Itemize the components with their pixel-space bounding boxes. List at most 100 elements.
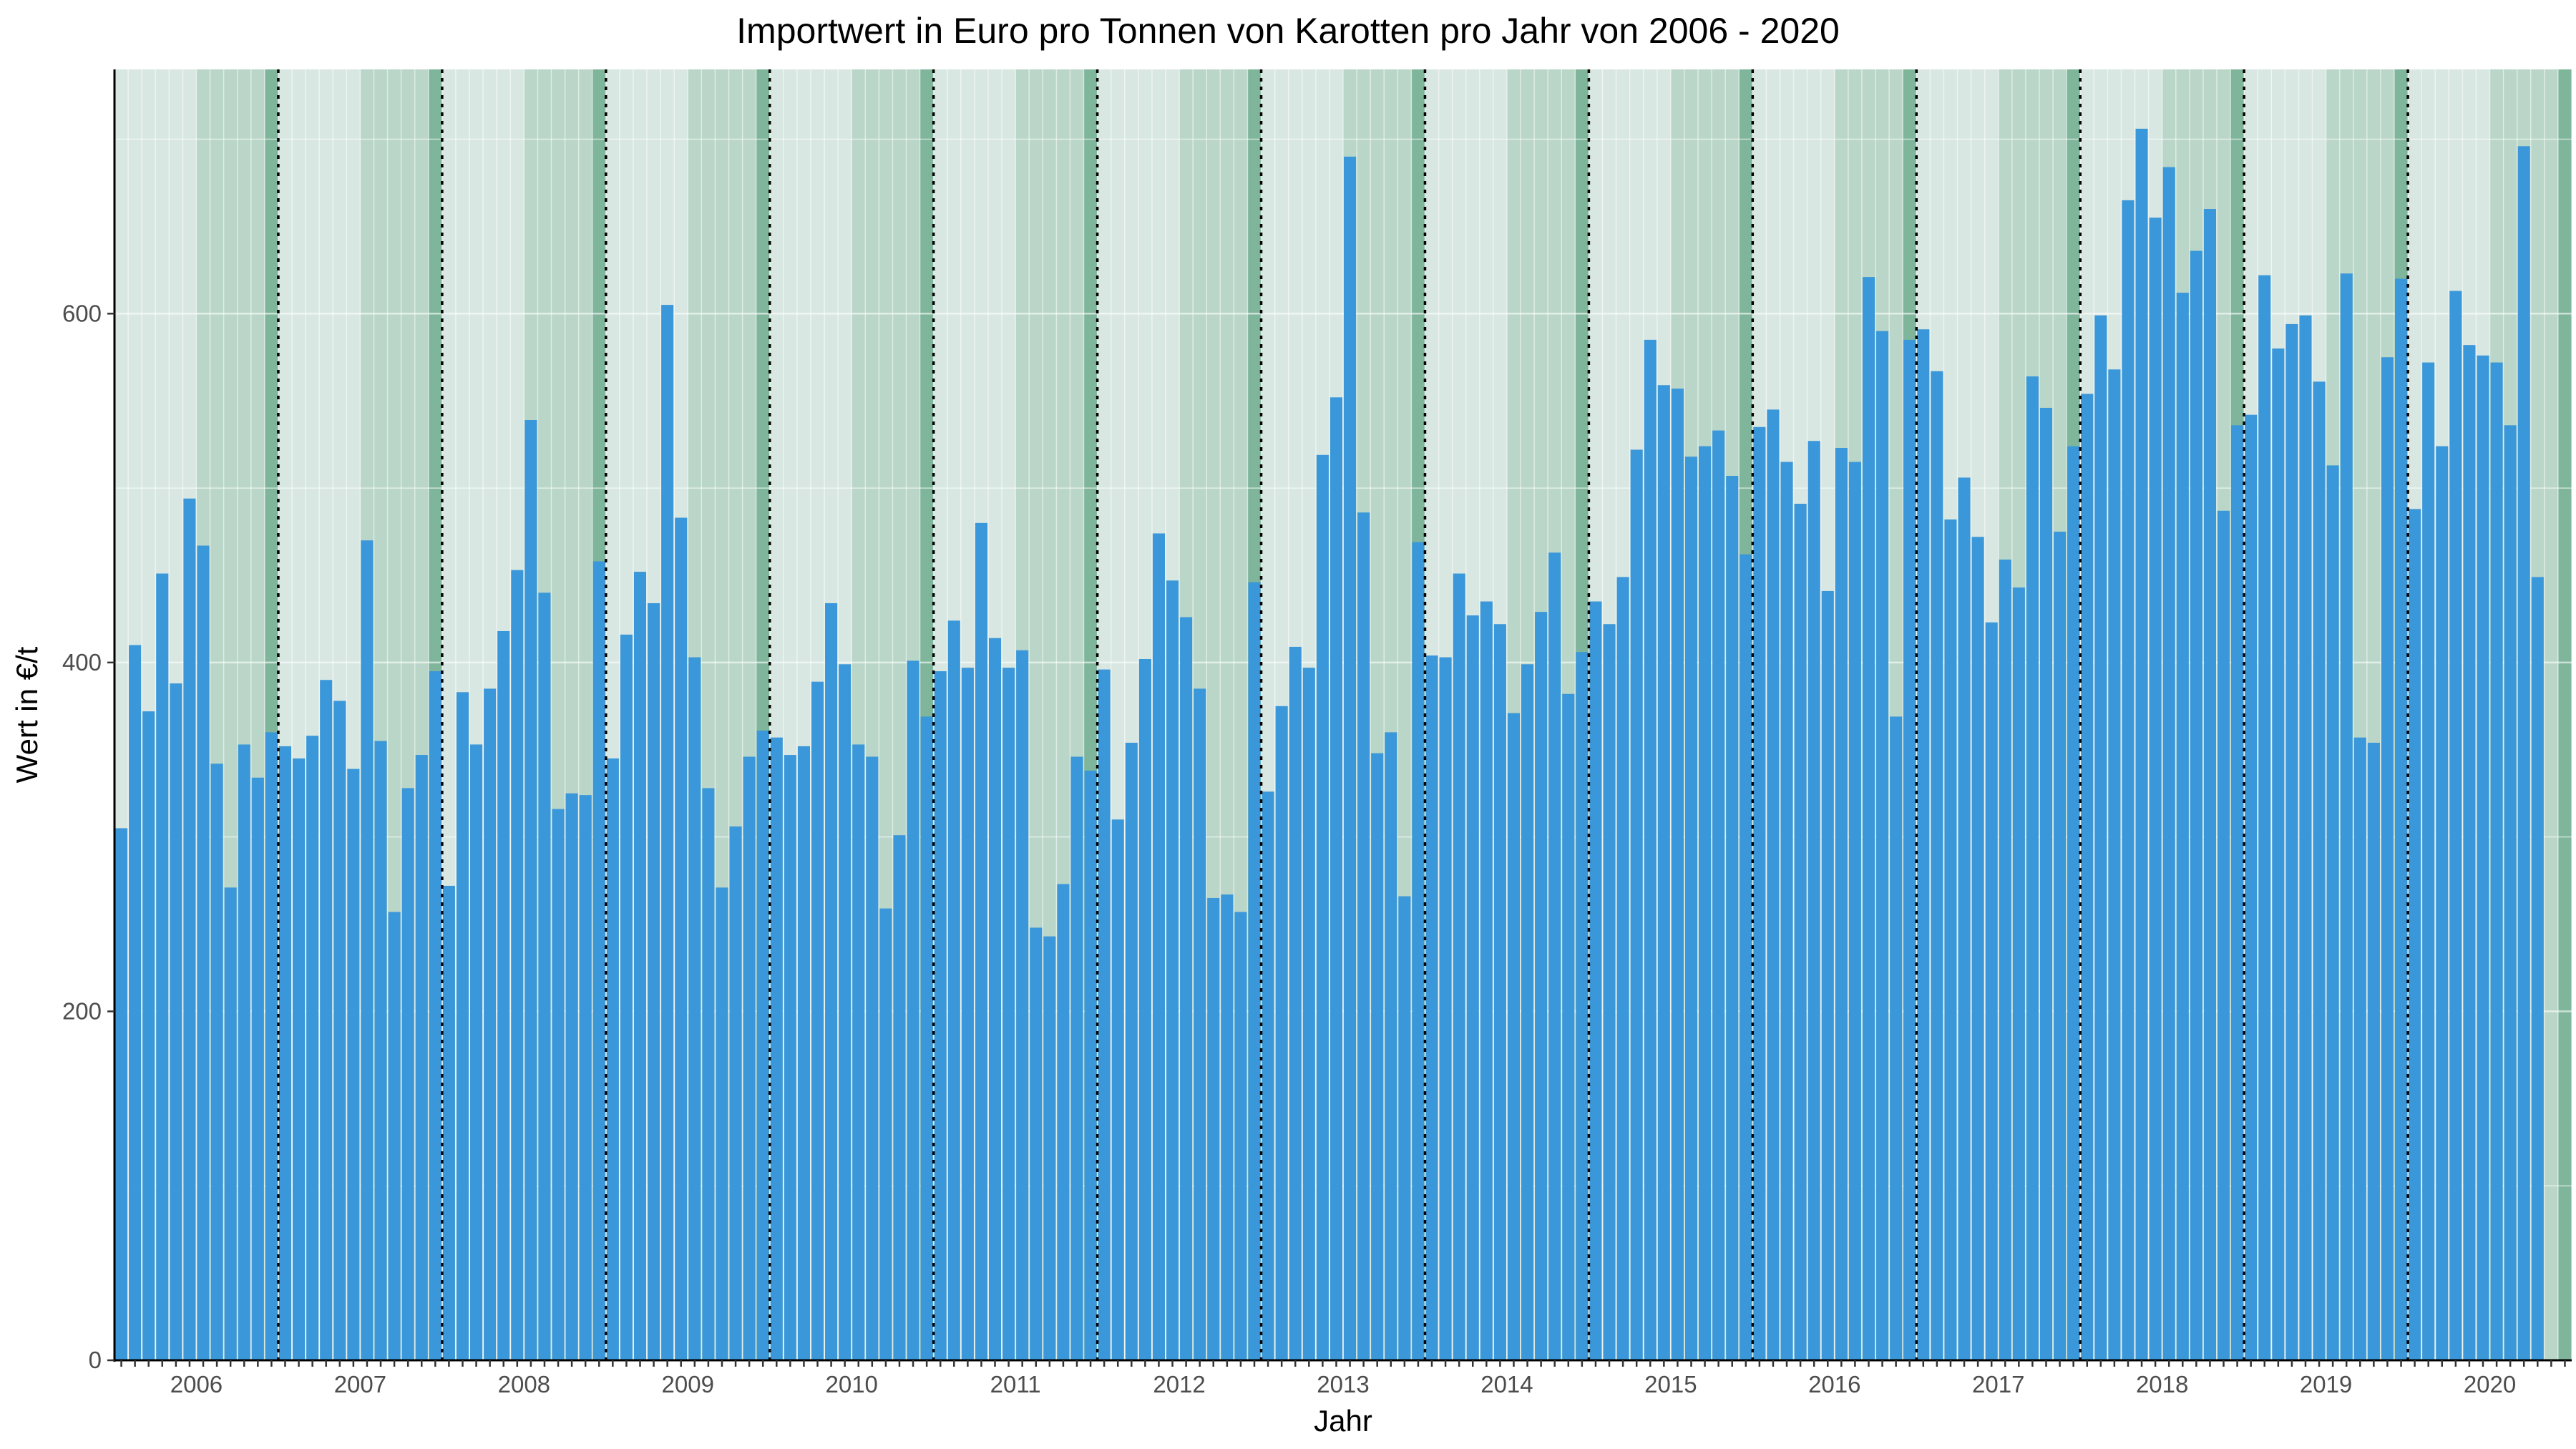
bar-37 [620, 634, 633, 1360]
bar-62 [961, 668, 974, 1360]
bar-5 [183, 498, 196, 1360]
x-tick-label-2009: 2009 [662, 1371, 714, 1397]
bar-176 [2517, 146, 2530, 1360]
bar-67 [1030, 927, 1043, 1360]
bar-3 [156, 573, 169, 1360]
bar-series [115, 128, 2544, 1361]
bar-44 [716, 887, 728, 1360]
x-tick-label-2016: 2016 [1808, 1371, 1860, 1397]
bar-39 [648, 602, 660, 1360]
bar-160 [2299, 315, 2312, 1361]
bar-170 [2436, 446, 2449, 1360]
bar-78 [1180, 617, 1193, 1360]
bar-9 [238, 744, 250, 1360]
bar-77 [1166, 580, 1179, 1360]
bar-88 [1316, 454, 1329, 1360]
bar-23 [429, 671, 441, 1360]
bar-125 [1821, 590, 1834, 1360]
bar-98 [1453, 573, 1465, 1360]
bar-99 [1466, 615, 1479, 1360]
bar-101 [1493, 624, 1506, 1360]
bar-105 [1548, 552, 1561, 1361]
bar-68 [1043, 936, 1056, 1360]
bar-86 [1289, 646, 1302, 1360]
bar-69 [1057, 884, 1070, 1360]
axes [113, 69, 2572, 1362]
bar-76 [1152, 533, 1165, 1360]
bar-161 [2313, 381, 2326, 1360]
bar-71 [1084, 771, 1097, 1360]
x-tick-label-2017: 2017 [1972, 1371, 2024, 1397]
bar-52 [825, 602, 838, 1360]
bar-133 [1931, 371, 1943, 1360]
bar-163 [2340, 273, 2353, 1360]
bar-169 [2422, 362, 2435, 1360]
bar-174 [2490, 362, 2503, 1360]
bar-34 [579, 795, 592, 1360]
bar-40 [661, 305, 674, 1360]
bar-22 [415, 755, 428, 1360]
x-tick-label-2012: 2012 [1153, 1371, 1205, 1397]
y-tick-label: 200 [62, 997, 102, 1024]
x-tick-label-2019: 2019 [2300, 1371, 2352, 1397]
bar-158 [2272, 348, 2285, 1360]
bar-12 [278, 746, 292, 1360]
bar-145 [2094, 315, 2107, 1361]
bar-31 [538, 592, 551, 1361]
bar-49 [784, 755, 796, 1360]
bar-16 [333, 701, 346, 1360]
bar-94 [1398, 896, 1411, 1360]
x-axis-ticks: 2006 2007 2008 2009 2010 2011 2012 2013 2014 2015… [120, 1360, 2566, 1397]
bar-95 [1412, 542, 1425, 1360]
y-tick-label: 0 [89, 1347, 102, 1373]
bar-32 [552, 809, 565, 1360]
bar-173 [2477, 355, 2489, 1360]
bar-55 [866, 756, 879, 1360]
y-axis-ticks: 0 200 400 600 [62, 300, 114, 1373]
bar-58 [907, 660, 919, 1360]
bar-24 [442, 885, 455, 1360]
bar-26 [470, 744, 483, 1360]
bar-100 [1480, 601, 1493, 1360]
bar-146 [2108, 369, 2121, 1360]
bar-21 [401, 788, 414, 1360]
bar-147 [2122, 200, 2135, 1360]
bar-110 [1616, 577, 1629, 1360]
bar-132 [1917, 329, 1930, 1361]
bar-84 [1262, 791, 1274, 1360]
bar-137 [1985, 622, 1998, 1360]
bar-14 [306, 736, 319, 1360]
bar-90 [1344, 156, 1357, 1361]
bar-45 [729, 826, 742, 1360]
bar-139 [2012, 587, 2025, 1360]
bar-136 [1971, 537, 1984, 1360]
bar-80 [1207, 897, 1220, 1360]
bar-97 [1439, 657, 1452, 1360]
bar-108 [1589, 601, 1602, 1360]
x-tick-label-2020: 2020 [2464, 1371, 2516, 1397]
bar-127 [1848, 462, 1861, 1361]
bar-72 [1098, 669, 1111, 1360]
bar-120 [1753, 426, 1766, 1360]
bar-148 [2135, 128, 2148, 1361]
bar-51 [811, 681, 824, 1360]
bar-7 [210, 763, 223, 1360]
bar-138 [1999, 560, 2011, 1360]
band-dark-2020 [2557, 69, 2572, 1360]
bar-118 [1726, 476, 1739, 1360]
year-dividers [277, 69, 2409, 1360]
bar-27 [484, 688, 497, 1360]
x-tick-label-2008: 2008 [498, 1371, 550, 1397]
bar-82 [1234, 912, 1247, 1360]
bar-36 [606, 758, 619, 1360]
bar-167 [2394, 278, 2408, 1360]
bar-164 [2353, 737, 2366, 1360]
bar-83 [1248, 582, 1261, 1360]
bar-48 [770, 737, 783, 1360]
bar-18 [361, 540, 374, 1360]
bar-66 [1016, 650, 1029, 1360]
bar-19 [374, 741, 387, 1360]
bar-103 [1521, 664, 1534, 1360]
bar-13 [293, 758, 306, 1360]
bar-54 [852, 744, 865, 1360]
